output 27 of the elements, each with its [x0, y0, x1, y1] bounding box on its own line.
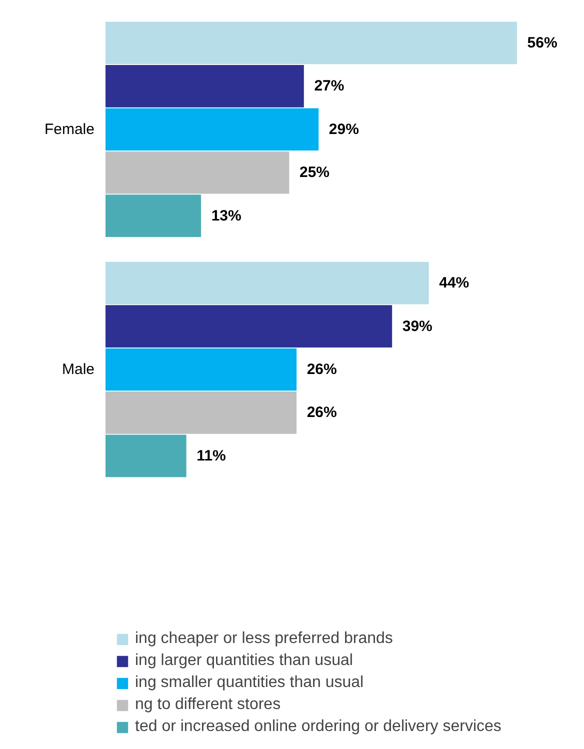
bar [106, 108, 319, 151]
bar [106, 262, 429, 304]
bar [106, 22, 518, 64]
data-label: 26% [306, 404, 337, 422]
data-label: 13% [211, 207, 242, 224]
legend-label: ng to different stores [135, 696, 281, 714]
bar [106, 305, 392, 348]
data-label: 29% [328, 120, 359, 138]
y-tick-label: Female [44, 120, 95, 138]
data-label: 56% [527, 34, 558, 52]
bar [106, 434, 186, 478]
legend-label: ing cheaper or less preferred brands [135, 630, 393, 648]
bar [106, 151, 290, 194]
data-label: 44% [439, 274, 470, 292]
legend-label: ing larger quantities than usual [135, 652, 353, 670]
bar [106, 194, 202, 237]
data-label: 27% [314, 78, 344, 95]
bar [106, 348, 297, 391]
legend-label: ted or increased online ordering or delivery services [135, 718, 502, 736]
data-label: 39% [402, 318, 432, 335]
bar [106, 64, 304, 108]
data-label: 25% [299, 164, 330, 182]
y-tick-label: Male [62, 360, 95, 378]
data-label: 11% [196, 447, 226, 464]
data-label: 26% [306, 360, 337, 378]
bar [106, 392, 297, 434]
legend-label: ing smaller quantities than usual [135, 674, 364, 692]
